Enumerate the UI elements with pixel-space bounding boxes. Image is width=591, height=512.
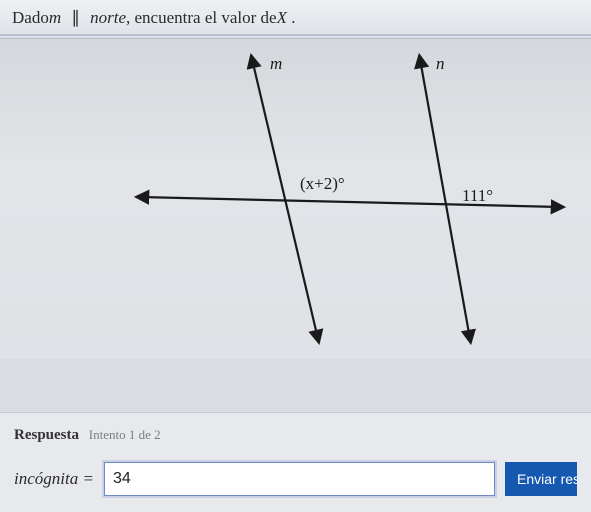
problem-prompt: Dadom ∥ norte, encuentra el valor deX . bbox=[0, 0, 591, 39]
line-m-label: m bbox=[270, 54, 282, 73]
submit-button[interactable]: Enviar resp bbox=[505, 462, 577, 496]
prompt-var-n: norte bbox=[90, 8, 126, 27]
angle-left-label: (x+2)° bbox=[300, 174, 345, 193]
equals-sign: = bbox=[78, 469, 94, 488]
geometry-diagram: m n (x+2)° 111° bbox=[0, 39, 591, 359]
diagram-svg: m n (x+2)° 111° bbox=[0, 39, 591, 359]
angle-right-label: 111° bbox=[462, 186, 493, 205]
answer-section-label: Respuesta bbox=[14, 427, 79, 443]
unknown-lhs: incógnita = bbox=[14, 469, 94, 489]
prompt-post: . bbox=[287, 8, 296, 27]
prompt-pre: Dado bbox=[12, 8, 49, 27]
prompt-var-m: m bbox=[49, 8, 61, 27]
line-n-label: n bbox=[436, 54, 445, 73]
parallel-symbol: ∥ bbox=[65, 8, 86, 27]
prompt-unknown: X bbox=[277, 8, 287, 27]
answer-input[interactable] bbox=[104, 462, 495, 496]
answer-panel: Respuesta Intento 1 de 2 incógnita = Env… bbox=[0, 412, 591, 512]
prompt-mid: , encuentra el valor de bbox=[126, 8, 277, 27]
attempt-counter: Intento 1 de 2 bbox=[89, 427, 161, 442]
answer-row: incógnita = Enviar resp bbox=[14, 462, 577, 496]
transversal-line bbox=[140, 197, 560, 207]
lhs-label: incógnita bbox=[14, 469, 78, 488]
answer-header: Respuesta Intento 1 de 2 bbox=[14, 427, 577, 444]
